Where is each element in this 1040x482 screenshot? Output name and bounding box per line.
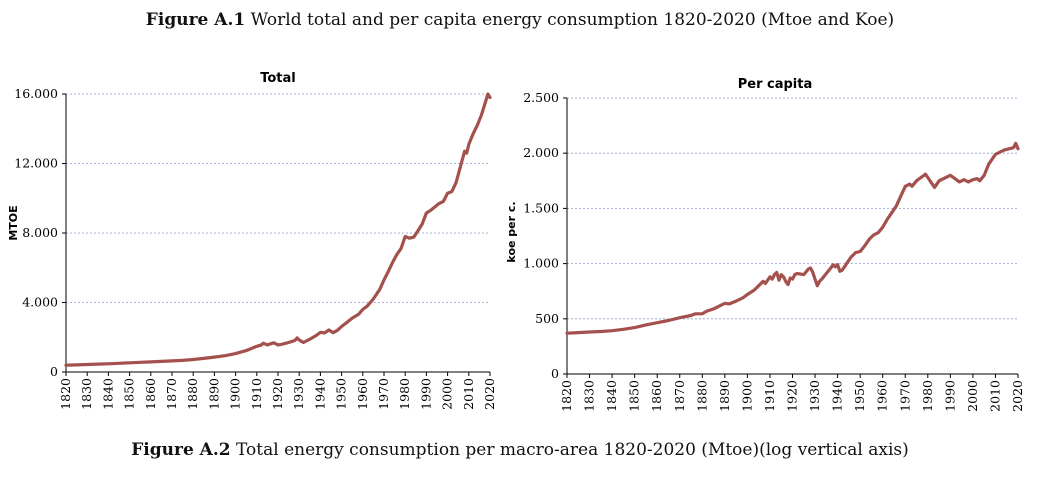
series-line	[64, 92, 492, 367]
y-axis-label: MTOE	[7, 205, 20, 240]
x-tick-label: 1910	[249, 378, 264, 410]
y-tick-label: 8.000	[22, 225, 58, 240]
x-tick-label: 1920	[785, 380, 800, 412]
x-tick-label: 2010	[461, 378, 476, 410]
x-tick-label: 1920	[270, 378, 285, 410]
figure-caption-a1: Figure A.1 World total and per capita en…	[0, 10, 1040, 30]
chart-title: Per capita	[738, 77, 813, 92]
y-tick-label: 12.000	[14, 156, 58, 171]
x-tick-label: 1820	[559, 380, 574, 412]
chart-total: 0 4.000 8.000 12.000 16.000 1820 1830 1840 1850 1…	[7, 71, 497, 410]
figure-caption-text: World total and per capita energy consum…	[250, 10, 895, 30]
x-tick-label: 1990	[418, 378, 433, 410]
x-tick-label: 2010	[987, 380, 1002, 412]
y-tick-label: 16.000	[14, 86, 58, 101]
x-tick-label: 1990	[942, 380, 957, 412]
x-tick-label: 1910	[762, 380, 777, 412]
x-tick-label: 2000	[440, 378, 455, 410]
x-tick-label: 1980	[397, 378, 412, 410]
x-tick-label: 1930	[807, 380, 822, 412]
x-tick-label: 1840	[604, 380, 619, 412]
x-tick-label: 1830	[79, 378, 94, 410]
chart-title: Total	[260, 71, 296, 86]
x-tick-label: 1890	[206, 378, 221, 410]
x-tick-label: 1980	[920, 380, 935, 412]
x-tick-label: 1900	[228, 378, 243, 410]
series-line	[565, 141, 1020, 335]
x-tick-label: 1870	[672, 380, 687, 412]
x-tick-label: 1940	[830, 380, 845, 412]
x-tick-label: 1880	[694, 380, 709, 412]
y-tick-label: 2.000	[523, 145, 559, 160]
x-tick-label: 1950	[334, 378, 349, 410]
x-tick-label: 1960	[875, 380, 890, 412]
x-tick-label: 1840	[100, 378, 115, 410]
figure-label: Figure A.2	[131, 440, 231, 460]
x-tick-label: 2020	[482, 378, 497, 410]
x-tick-label: 1860	[649, 380, 664, 412]
figure-label: Figure A.1	[145, 10, 246, 30]
x-tick-label: 1860	[143, 378, 158, 410]
x-tick-label: 1820	[58, 378, 73, 410]
y-tick-label: 500	[535, 311, 559, 326]
y-axis-label: koe per c.	[505, 201, 518, 262]
y-tick-label: 0	[551, 366, 559, 381]
x-tick-label: 1830	[582, 380, 597, 412]
x-tick-label: 1850	[627, 380, 642, 412]
figure-caption-a2: Figure A.2 Total energy consumption per …	[0, 440, 1040, 460]
x-tick-label: 1890	[717, 380, 732, 412]
x-tick-label: 1850	[122, 378, 137, 410]
y-tick-label: 0	[50, 364, 58, 379]
y-tick-label: 4.000	[22, 295, 58, 310]
x-tick-label: 1960	[355, 378, 370, 410]
x-tick-label: 1940	[312, 378, 327, 410]
x-tick-label: 1970	[376, 378, 391, 410]
x-tick-label: 1880	[185, 378, 200, 410]
x-tick-label: 1900	[739, 380, 754, 412]
x-tick-label: 1930	[291, 378, 306, 410]
y-tick-label: 1.000	[523, 256, 559, 271]
y-tick-label: 1.500	[523, 200, 559, 215]
x-tick-label: 2020	[1010, 380, 1025, 412]
x-tick-label: 1950	[852, 380, 867, 412]
y-tick-label: 2.500	[523, 90, 559, 105]
chart-per-capita: 0 500 1.000 1.500 2.000 2.500 1820 1830 1840 1850…	[505, 77, 1025, 412]
x-tick-label: 2000	[965, 380, 980, 412]
x-tick-label: 1970	[897, 380, 912, 412]
figure-caption-text: Total energy consumption per macro-area …	[236, 440, 909, 460]
x-tick-label: 1870	[164, 378, 179, 410]
